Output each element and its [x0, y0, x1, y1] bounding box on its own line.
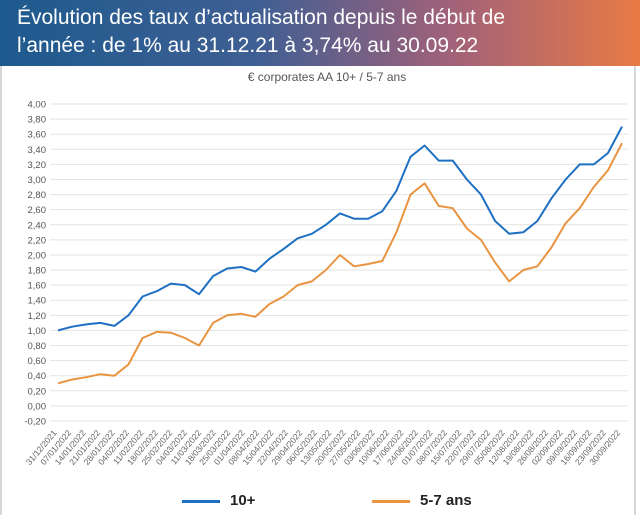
title-banner: Évolution des taux d’actualisation depui…	[0, 0, 640, 66]
y-tick-label: 0,20	[28, 386, 47, 397]
chart-frame	[0, 66, 636, 515]
legend-swatch-5-7	[372, 499, 410, 503]
y-tick-label: -0,20	[24, 417, 46, 428]
y-tick-label: 2,00	[28, 250, 47, 261]
y-tick-label: 1,00	[28, 326, 47, 337]
y-tick-label: 3,20	[28, 160, 47, 171]
legend-item-10plus: 10+	[182, 492, 255, 509]
y-tick-label: 1,80	[28, 266, 47, 277]
y-tick-label: 1,60	[28, 281, 47, 292]
line-chart: € corporates AA 10+ / 5-7 ans -0,20 0,00 0…	[24, 70, 628, 467]
grid-lines	[50, 103, 628, 422]
y-tick-label: 3,40	[28, 145, 47, 156]
y-tick-label: 2,20	[28, 235, 47, 246]
page-title-line-1: Évolution des taux d’actualisation depui…	[17, 6, 506, 29]
y-tick-label: 3,60	[28, 130, 47, 141]
y-tick-label: 2,60	[28, 205, 47, 216]
y-tick-label: 0,80	[28, 341, 47, 352]
legend-item-5-7: 5-7 ans	[372, 492, 472, 509]
y-tick-label: 2,40	[28, 220, 47, 231]
y-tick-label: 1,20	[28, 311, 47, 322]
x-axis-ticks: 31/12/202107/01/202214/01/202221/01/2022…	[24, 428, 623, 467]
y-tick-label: 0,00	[28, 401, 47, 412]
y-tick-label: 0,40	[28, 371, 47, 382]
y-axis-ticks: -0,20 0,00 0,20 0,40 0,60 0,80 1,00 1,20 1,40 1,6…	[24, 100, 46, 428]
legend-label-10plus: 10+	[230, 492, 256, 509]
y-tick-label: 2,80	[28, 190, 47, 201]
series-lines	[57, 126, 623, 385]
series-line-10plus	[57, 126, 623, 332]
y-tick-label: 1,40	[28, 296, 47, 307]
chart-subtitle: € corporates AA 10+ / 5-7 ans	[248, 70, 406, 84]
legend-label-5-7: 5-7 ans	[420, 492, 472, 509]
series-line-5-7	[57, 142, 623, 385]
y-tick-label: 4,00	[28, 100, 47, 111]
page-title-line-2: l’année : de 1% au 31.12.21 à 3,74% au 3…	[17, 34, 479, 57]
y-tick-label: 0,60	[28, 356, 47, 367]
y-tick-label: 3,80	[28, 115, 47, 126]
y-tick-label: 3,00	[28, 175, 47, 186]
legend-swatch-10plus	[182, 499, 220, 503]
